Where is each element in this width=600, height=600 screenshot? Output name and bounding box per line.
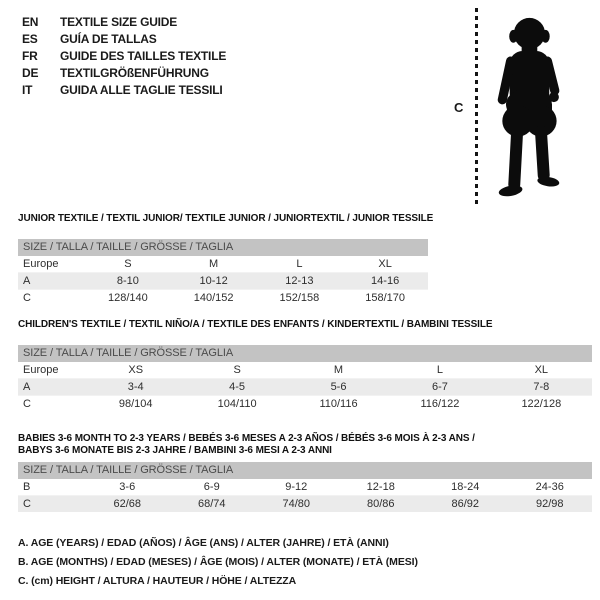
age-cell: 10-12 xyxy=(199,275,228,287)
baby-silhouette-icon xyxy=(497,17,560,197)
section-title-line2: BABYS 3-6 MONATE BIS 2-3 JAHRE / BAMBINI… xyxy=(18,444,332,456)
row-label: Europe xyxy=(23,364,59,376)
size-cell: L xyxy=(436,364,443,376)
height-cell: 98/104 xyxy=(118,398,153,410)
table-row-age-months: B 3-6 6-9 9-12 12-18 18-24 24-36 xyxy=(18,479,592,496)
language-title: GUIDA ALLE TAGLIE TESSILI xyxy=(60,83,223,97)
language-code: IT xyxy=(22,83,33,97)
height-measure-label: C xyxy=(454,100,464,115)
age-cell: 18-24 xyxy=(451,481,480,493)
junior-section-title: JUNIOR TEXTILE / TEXTIL JUNIOR/ TEXTILE … xyxy=(18,213,433,225)
size-cell: XL xyxy=(534,364,549,376)
language-title: GUÍA DE TALLAS xyxy=(60,32,157,46)
height-cell: 158/170 xyxy=(365,292,405,304)
age-cell: 8-10 xyxy=(116,275,139,287)
language-code: ES xyxy=(22,32,38,46)
table-row-europe: Europe XS S M L XL xyxy=(18,362,592,379)
junior-size-table: SIZE / TALLA / TAILLE / GRÖSSE / TAGLIA … xyxy=(18,239,428,306)
language-list: EN TEXTILE SIZE GUIDE ES GUÍA DE TALLAS … xyxy=(22,14,226,99)
language-row-it: IT GUIDA ALLE TAGLIE TESSILI xyxy=(22,82,226,99)
age-cell: 3-4 xyxy=(127,381,144,393)
baby-figure: C xyxy=(430,6,600,211)
age-cell: 12-18 xyxy=(366,481,395,493)
section-title-text: CHILDREN'S TEXTILE / TEXTIL NIÑO/A / TEX… xyxy=(18,319,493,330)
size-cell: L xyxy=(296,258,303,270)
language-code: EN xyxy=(22,15,39,29)
age-cell: 24-36 xyxy=(535,481,564,493)
size-cell: M xyxy=(209,258,219,270)
size-cell: M xyxy=(333,364,344,376)
height-cell: 122/128 xyxy=(521,398,562,410)
age-cell: 6-7 xyxy=(431,381,448,393)
table-row-age: A 8-10 10-12 12-13 14-16 xyxy=(18,273,428,290)
row-label: B xyxy=(23,481,31,493)
size-cell: S xyxy=(233,364,241,376)
age-cell: 6-9 xyxy=(203,481,220,493)
row-label: A xyxy=(23,381,31,393)
row-label: C xyxy=(23,498,31,510)
table-header-bar: SIZE / TALLA / TAILLE / GRÖSSE / TAGLIA xyxy=(18,462,592,479)
height-cell: 140/152 xyxy=(193,292,234,304)
height-cell: 110/116 xyxy=(319,398,358,410)
row-label: A xyxy=(23,275,31,287)
height-cell: 116/122 xyxy=(420,398,460,410)
height-cell: 68/74 xyxy=(197,498,226,510)
age-cell: 12-13 xyxy=(285,275,314,287)
age-cell: 3-6 xyxy=(119,481,136,493)
babies-size-table: SIZE / TALLA / TAILLE / GRÖSSE / TAGLIA … xyxy=(18,462,592,512)
legend-notes: A. AGE (YEARS) / EDAD (AÑOS) / ÂGE (ANS)… xyxy=(18,537,418,594)
height-cell: 86/92 xyxy=(451,498,480,510)
row-label: C xyxy=(23,292,31,304)
height-cell: 128/140 xyxy=(107,292,148,304)
table-row-europe: Europe S M L XL xyxy=(18,256,428,273)
age-cell: 7-8 xyxy=(533,381,550,393)
age-cell: 14-16 xyxy=(371,275,400,287)
size-cell: S xyxy=(124,258,132,270)
children-size-table: SIZE / TALLA / TAILLE / GRÖSSE / TAGLIA … xyxy=(18,345,592,412)
section-title-text: JUNIOR TEXTILE / TEXTIL JUNIOR/ TEXTILE … xyxy=(18,213,434,224)
language-row-es: ES GUÍA DE TALLAS xyxy=(22,31,226,48)
language-row-en: EN TEXTILE SIZE GUIDE xyxy=(22,14,226,31)
language-title: TEXTILGRÖßENFÜHRUNG xyxy=(60,66,209,80)
size-cell: XS xyxy=(128,364,144,376)
row-label: Europe xyxy=(23,258,59,270)
height-cell: 62/68 xyxy=(113,498,142,510)
age-cell: 5-6 xyxy=(330,381,347,393)
language-code: FR xyxy=(22,49,38,63)
note-age-years: A. AGE (YEARS) / EDAD (AÑOS) / ÂGE (ANS)… xyxy=(18,537,389,549)
children-section-title: CHILDREN'S TEXTILE / TEXTIL NIÑO/A / TEX… xyxy=(18,319,493,331)
language-row-de: DE TEXTILGRÖßENFÜHRUNG xyxy=(22,65,226,82)
table-row-height: C 62/68 68/74 74/80 80/86 86/92 92/98 xyxy=(18,496,592,512)
language-row-fr: FR GUIDE DES TAILLES TEXTILE xyxy=(22,48,226,65)
table-row-height: C 128/140 140/152 152/158 158/170 xyxy=(18,290,428,306)
size-cell: XL xyxy=(378,258,392,270)
note-height: C. (cm) HEIGHT / ALTURA / HAUTEUR / HÖHE… xyxy=(18,575,297,587)
height-cell: 104/110 xyxy=(217,398,257,410)
note-age-months: B. AGE (MONTHS) / EDAD (MESES) / ÂGE (MO… xyxy=(18,556,418,568)
babies-section-title: BABIES 3-6 MONTH TO 2-3 YEARS / BEBÉS 3-… xyxy=(18,433,475,456)
table-row-height: C 98/104 104/110 110/116 116/122 122/128 xyxy=(18,396,592,412)
table-header-bar: SIZE / TALLA / TAILLE / GRÖSSE / TAGLIA xyxy=(18,239,428,256)
height-cell: 92/98 xyxy=(535,498,564,510)
height-measure-dotted-line xyxy=(475,8,478,207)
language-code: DE xyxy=(22,66,39,80)
height-cell: 80/86 xyxy=(366,498,395,510)
height-cell: 74/80 xyxy=(282,498,311,510)
table-header-bar: SIZE / TALLA / TAILLE / GRÖSSE / TAGLIA xyxy=(18,345,592,362)
age-cell: 9-12 xyxy=(285,481,308,493)
language-title: TEXTILE SIZE GUIDE xyxy=(60,15,178,29)
section-title-line1: BABIES 3-6 MONTH TO 2-3 YEARS / BEBÉS 3-… xyxy=(18,433,475,444)
age-cell: 4-5 xyxy=(229,381,246,393)
row-label: C xyxy=(23,398,31,410)
height-cell: 152/158 xyxy=(279,292,320,304)
table-row-age: A 3-4 4-5 5-6 6-7 7-8 xyxy=(18,379,592,396)
language-title: GUIDE DES TAILLES TEXTILE xyxy=(60,49,227,63)
